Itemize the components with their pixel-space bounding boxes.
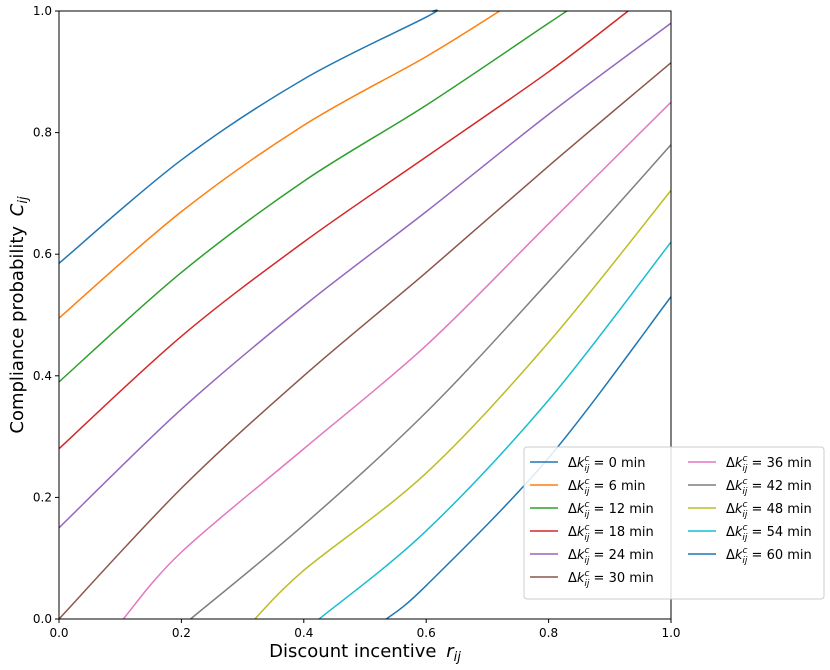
- x-axis: 0.0 0.2 0.4 0.6 0.8 1.0: [49, 619, 681, 640]
- series-layer: [58, 9, 672, 620]
- x-axis-title: Discount incentive rij: [269, 641, 461, 665]
- plot-frame: [58, 10, 672, 620]
- legend: Δkc ij = 0 min Δkc ij = 6 min Δkc ij = 12 min…: [523, 446, 825, 600]
- y-tick-label: 0.4: [33, 369, 52, 383]
- legend-box: [523, 446, 825, 600]
- x-axis-title-var: r: [446, 641, 455, 662]
- x-axis-title-sub: ij: [454, 650, 462, 665]
- legend-label: Δkc ij = 0 min: [568, 454, 645, 474]
- legend-label: Δkc ij = 54 min: [726, 523, 812, 543]
- series-line-4: [58, 22, 672, 529]
- x-tick-label: 0.8: [539, 626, 558, 640]
- series-line-0: [58, 9, 439, 264]
- x-tick-label: 0.4: [294, 626, 313, 640]
- series-line-8: [254, 189, 672, 620]
- legend-label: Δkc ij = 30 min: [568, 569, 654, 589]
- y-axis-title: Compliance probability Cij: [7, 196, 31, 434]
- x-axis-title-main: Discount incentive: [269, 641, 436, 662]
- y-tick-label: 0.0: [33, 612, 52, 626]
- x-tick-label: 0.2: [172, 626, 191, 640]
- y-tick-label: 1.0: [33, 4, 52, 18]
- series-line-9: [318, 241, 672, 620]
- legend-label: Δkc ij = 42 min: [726, 477, 812, 497]
- legend-items: Δkc ij = 0 min Δkc ij = 6 min Δkc ij = 12 min…: [530, 454, 812, 589]
- legend-label: Δkc ij = 60 min: [726, 546, 812, 566]
- x-tick-label: 1.0: [661, 626, 680, 640]
- y-tick-label: 0.6: [33, 247, 52, 261]
- y-axis-title-sub: ij: [16, 196, 31, 204]
- legend-label: Δkc ij = 18 min: [568, 523, 654, 543]
- series-line-7: [190, 144, 672, 620]
- y-axis-title-main: Compliance probability: [7, 226, 28, 434]
- legend-label: Δkc ij = 48 min: [726, 500, 812, 520]
- series-line-6: [122, 101, 672, 620]
- series-line-5: [58, 62, 672, 620]
- y-axis: 0.0 0.2 0.4 0.6 0.8 1.0: [33, 4, 59, 626]
- series-line-1: [58, 10, 501, 319]
- legend-label: Δkc ij = 36 min: [726, 454, 812, 474]
- series-line-3: [58, 10, 629, 450]
- x-tick-label: 0.6: [417, 626, 436, 640]
- legend-label: Δkc ij = 12 min: [568, 500, 654, 520]
- y-tick-label: 0.2: [33, 490, 52, 504]
- series-line-10: [385, 296, 672, 620]
- x-tick-label: 0.0: [49, 626, 68, 640]
- legend-label: Δkc ij = 6 min: [568, 477, 645, 497]
- y-axis-title-var: C: [7, 203, 28, 216]
- legend-label: Δkc ij = 24 min: [568, 546, 654, 566]
- series-line-2: [58, 10, 568, 383]
- y-tick-label: 0.8: [33, 126, 52, 140]
